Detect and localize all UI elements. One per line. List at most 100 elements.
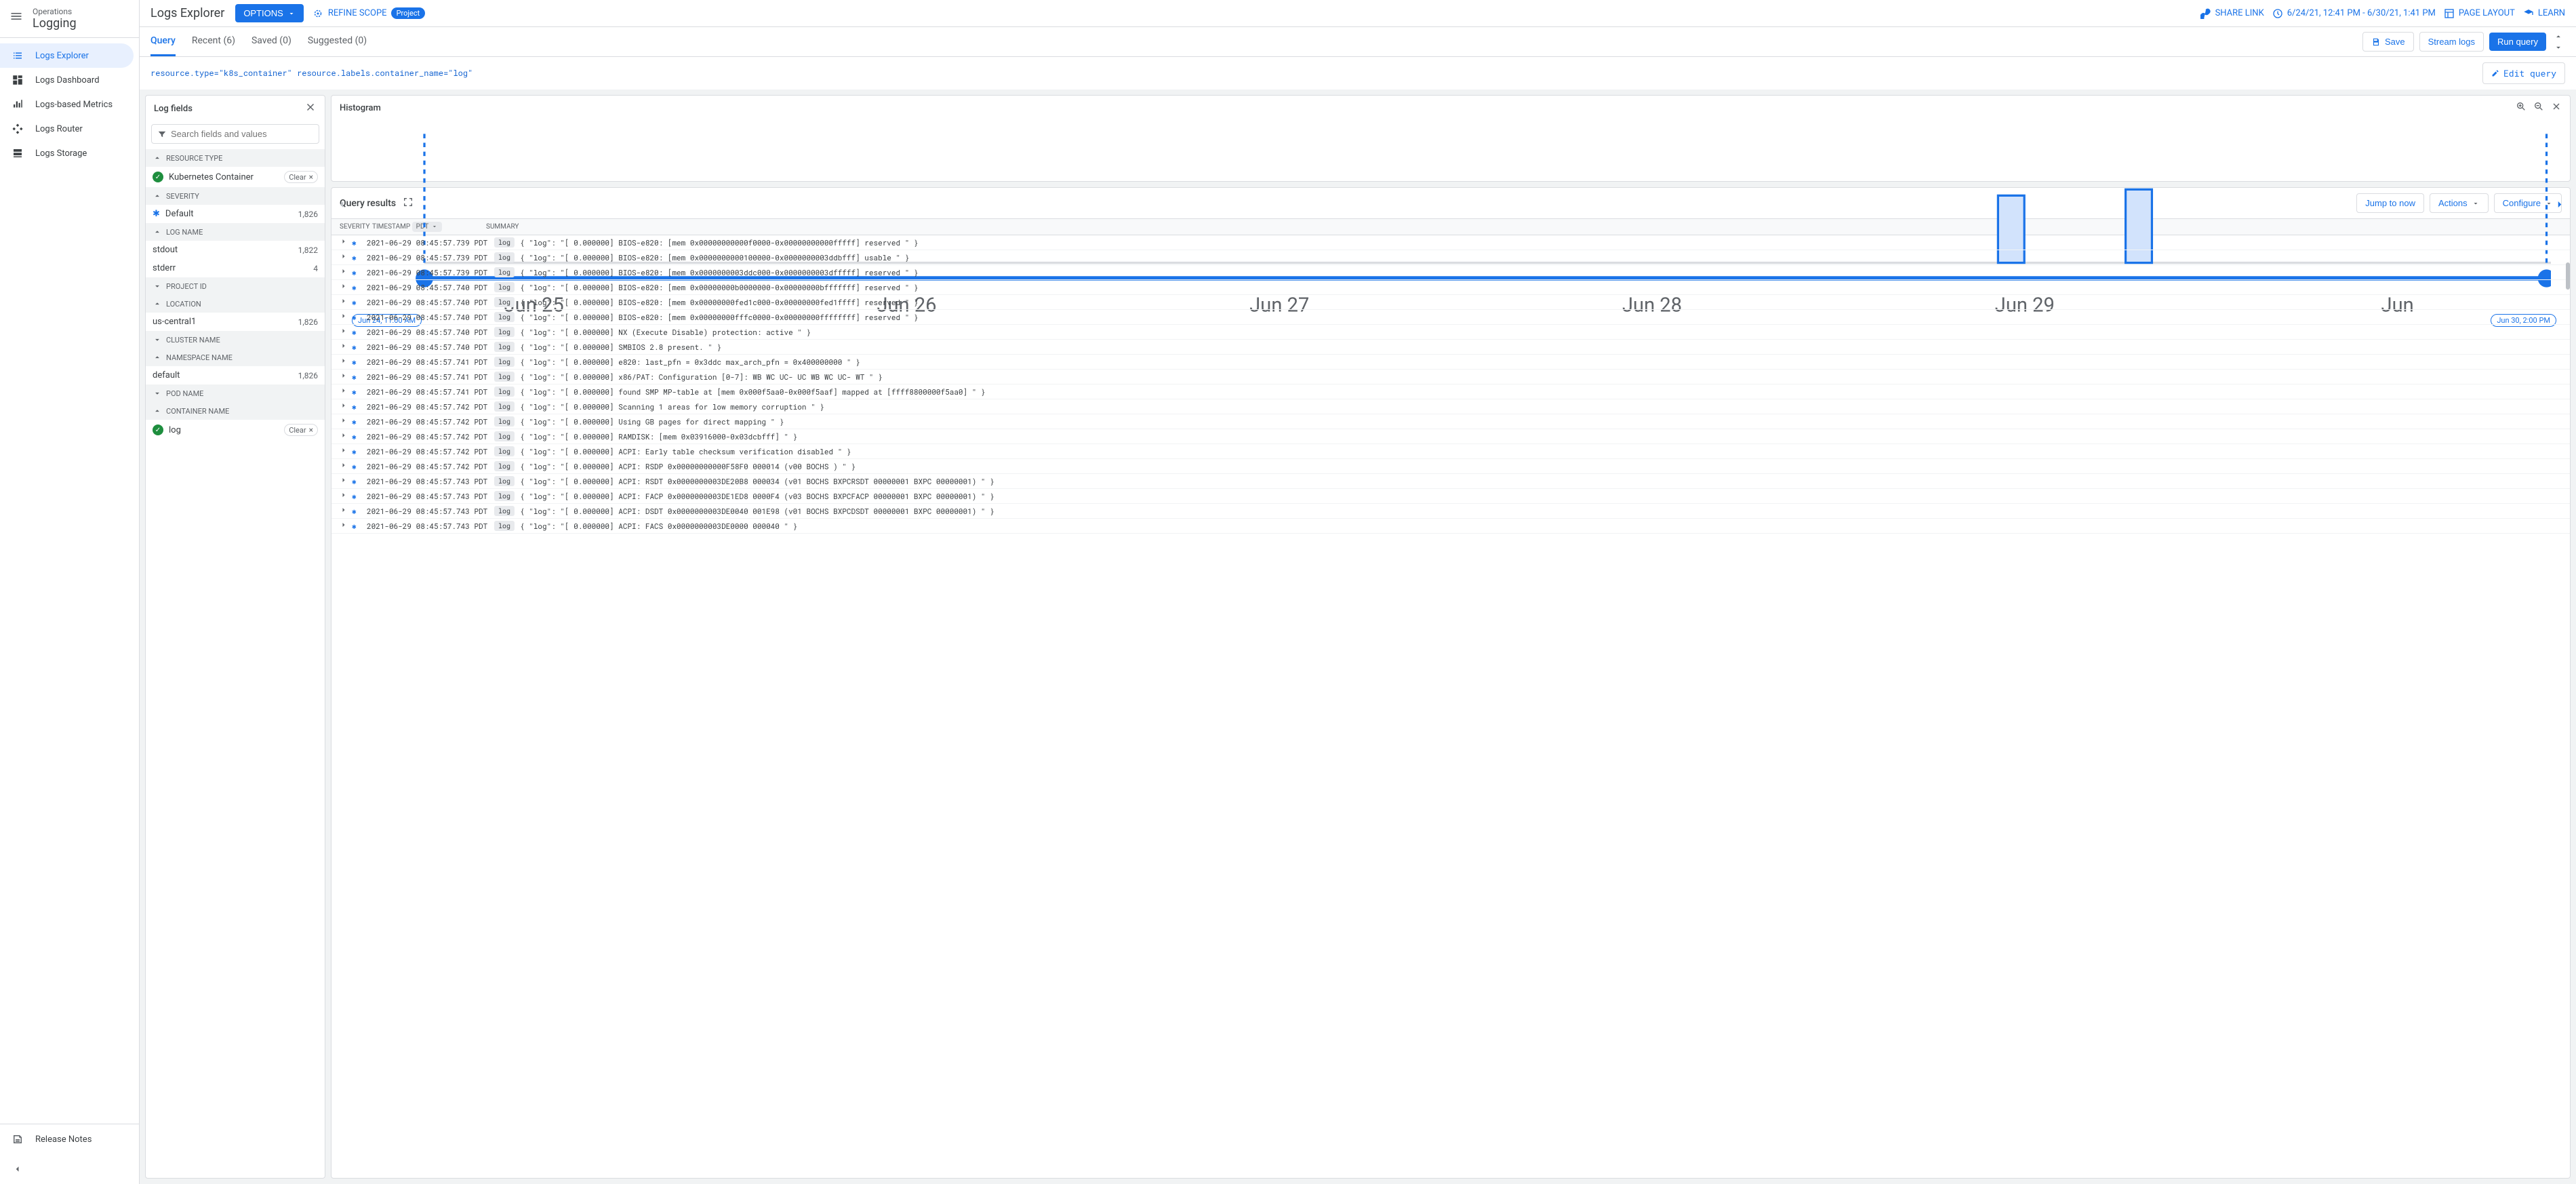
field-value[interactable]: ✱Default1,826 [146, 205, 325, 223]
results-body[interactable]: ✱ 2021-06-29 08:45:57.739 PDT log { "log… [331, 235, 2570, 1178]
stream-logs-button[interactable]: Stream logs [2419, 32, 2484, 52]
expand-row-icon[interactable] [340, 267, 346, 277]
query-editor[interactable]: resource.type="k8s_container" resource.l… [140, 57, 2576, 90]
field-section-log-name[interactable]: LOG NAME [146, 223, 325, 241]
field-section-namespace-name[interactable]: NAMESPACE NAME [146, 349, 325, 366]
expand-row-icon[interactable] [340, 506, 346, 516]
field-section-severity[interactable]: SEVERITY [146, 187, 325, 205]
field-section-resource-type[interactable]: RESOURCE TYPE [146, 149, 325, 167]
expand-row-icon[interactable] [340, 357, 346, 367]
log-row[interactable]: ✱ 2021-06-29 08:45:57.740 PDT log { "log… [331, 295, 2570, 310]
options-button[interactable]: OPTIONS [235, 4, 304, 22]
log-timestamp: 2021-06-29 08:45:57.743 PDT [367, 521, 489, 531]
expand-row-icon[interactable] [340, 237, 346, 248]
log-row[interactable]: ✱ 2021-06-29 08:45:57.739 PDT log { "log… [331, 235, 2570, 250]
save-query-button[interactable]: Save [2362, 32, 2414, 52]
close-log-fields-icon[interactable] [304, 101, 317, 116]
log-row[interactable]: ✱ 2021-06-29 08:45:57.740 PDT log { "log… [331, 280, 2570, 295]
sidebar-item-logs-router[interactable]: Logs Router [0, 117, 139, 141]
expand-row-icon[interactable] [340, 416, 346, 427]
field-section-pod-name[interactable]: POD NAME [146, 384, 325, 402]
log-row[interactable]: ✱ 2021-06-29 08:45:57.740 PDT log { "log… [331, 325, 2570, 340]
sidebar-item-logs-explorer[interactable]: Logs Explorer [0, 43, 134, 68]
log-row[interactable]: ✱ 2021-06-29 08:45:57.741 PDT log { "log… [331, 370, 2570, 384]
field-value[interactable]: stdout1,822 [146, 241, 325, 259]
field-value[interactable]: ✓logClear × [146, 420, 325, 440]
log-row[interactable]: ✱ 2021-06-29 08:45:57.743 PDT log { "log… [331, 519, 2570, 534]
field-section-cluster-name[interactable]: CLUSTER NAME [146, 331, 325, 349]
log-row[interactable]: ✱ 2021-06-29 08:45:57.739 PDT log { "log… [331, 265, 2570, 280]
expand-row-icon[interactable] [340, 297, 346, 307]
log-row[interactable]: ✱ 2021-06-29 08:45:57.743 PDT log { "log… [331, 504, 2570, 519]
edit-query-button[interactable]: Edit query [2482, 62, 2565, 84]
zoom-in-icon[interactable] [2516, 101, 2527, 115]
expand-row-icon[interactable] [340, 521, 346, 531]
expand-row-icon[interactable] [340, 252, 346, 262]
histogram-next-icon[interactable] [2554, 199, 2566, 214]
query-tab-suggested[interactable]: Suggested (0) [308, 27, 367, 56]
learn-button[interactable]: LEARN [2523, 8, 2565, 19]
expand-row-icon[interactable] [340, 476, 346, 486]
log-row[interactable]: ✱ 2021-06-29 08:45:57.742 PDT log { "log… [331, 429, 2570, 444]
field-section-project-id[interactable]: PROJECT ID [146, 277, 325, 295]
run-query-button[interactable]: Run query [2489, 33, 2546, 51]
field-value[interactable]: default1,826 [146, 366, 325, 384]
sidebar-item-logs-dashboard[interactable]: Logs Dashboard [0, 68, 139, 92]
query-tab-recent[interactable]: Recent (6) [192, 27, 235, 56]
notes-icon [11, 1132, 24, 1146]
release-notes[interactable]: Release Notes [0, 1124, 139, 1154]
expand-query-icon[interactable] [2552, 32, 2565, 52]
share-link-button[interactable]: SHARE LINK [2200, 8, 2264, 19]
expand-row-icon[interactable] [340, 312, 346, 322]
query-tab-saved[interactable]: Saved (0) [251, 27, 291, 56]
sidebar-item-logs-based-metrics[interactable]: Logs-based Metrics [0, 92, 139, 117]
sidebar-item-logs-storage[interactable]: Logs Storage [0, 141, 139, 165]
log-row[interactable]: ✱ 2021-06-29 08:45:57.742 PDT log { "log… [331, 414, 2570, 429]
log-timestamp: 2021-06-29 08:45:57.743 PDT [367, 476, 489, 486]
zoom-out-icon[interactable] [2533, 101, 2544, 115]
expand-row-icon[interactable] [340, 372, 346, 382]
log-row[interactable]: ✱ 2021-06-29 08:45:57.742 PDT log { "log… [331, 444, 2570, 459]
refine-scope-button[interactable]: REFINE SCOPE Project [312, 7, 425, 20]
field-value[interactable]: ✓Kubernetes ContainerClear × [146, 167, 325, 187]
query-tab-query[interactable]: Query [150, 27, 176, 56]
collapse-sidebar[interactable] [0, 1154, 139, 1184]
severity-icon: ✱ [352, 282, 361, 292]
expand-row-icon[interactable] [340, 282, 346, 292]
log-row[interactable]: ✱ 2021-06-29 08:45:57.740 PDT log { "log… [331, 310, 2570, 325]
expand-row-icon[interactable] [340, 327, 346, 337]
log-row[interactable]: ✱ 2021-06-29 08:45:57.741 PDT log { "log… [331, 384, 2570, 399]
field-section-container-name[interactable]: CONTAINER NAME [146, 402, 325, 420]
expand-row-icon[interactable] [340, 491, 346, 501]
clear-chip[interactable]: Clear × [284, 424, 318, 436]
log-row[interactable]: ✱ 2021-06-29 08:45:57.743 PDT log { "log… [331, 489, 2570, 504]
product-label: Operations [33, 7, 128, 16]
log-row[interactable]: ✱ 2021-06-29 08:45:57.742 PDT log { "log… [331, 399, 2570, 414]
histogram-prev-icon[interactable] [336, 199, 348, 214]
clear-chip[interactable]: Clear × [284, 171, 318, 183]
log-row[interactable]: ✱ 2021-06-29 08:45:57.743 PDT log { "log… [331, 474, 2570, 489]
log-row[interactable]: ✱ 2021-06-29 08:45:57.741 PDT log { "log… [331, 355, 2570, 370]
time-range-button[interactable]: 6/24/21, 12:41 PM - 6/30/21, 1:41 PM [2272, 8, 2436, 19]
menu-icon[interactable] [9, 9, 23, 23]
log-fields-search-input[interactable] [171, 129, 313, 139]
expand-row-icon[interactable] [340, 387, 346, 397]
expand-row-icon[interactable] [340, 446, 346, 456]
nav: Logs ExplorerLogs DashboardLogs-based Me… [0, 38, 139, 1124]
router-icon [11, 122, 24, 136]
log-tag: log [494, 267, 515, 277]
expand-row-icon[interactable] [340, 431, 346, 441]
close-histogram-icon[interactable] [2551, 101, 2562, 115]
page-layout-button[interactable]: PAGE LAYOUT [2444, 8, 2515, 19]
log-fields-search[interactable] [151, 124, 319, 144]
expand-row-icon[interactable] [340, 342, 346, 352]
field-section-location[interactable]: LOCATION [146, 295, 325, 313]
expand-row-icon[interactable] [340, 401, 346, 412]
log-row[interactable]: ✱ 2021-06-29 08:45:57.740 PDT log { "log… [331, 340, 2570, 355]
scrollbar[interactable] [2566, 262, 2570, 290]
field-value[interactable]: us-central11,826 [146, 313, 325, 331]
field-value[interactable]: stderr4 [146, 259, 325, 277]
log-row[interactable]: ✱ 2021-06-29 08:45:57.742 PDT log { "log… [331, 459, 2570, 474]
log-row[interactable]: ✱ 2021-06-29 08:45:57.739 PDT log { "log… [331, 250, 2570, 265]
expand-row-icon[interactable] [340, 461, 346, 471]
